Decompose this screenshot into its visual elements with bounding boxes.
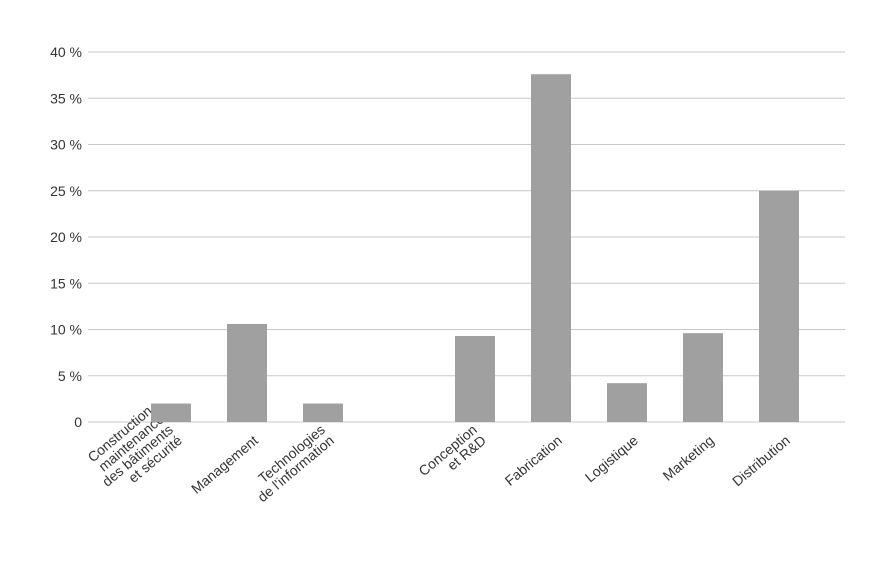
bar <box>227 323 267 422</box>
y-tick-label: 20 % <box>50 229 82 245</box>
y-tick-label: 5 % <box>58 368 82 384</box>
y-tick-label: 25 % <box>50 183 82 199</box>
y-tick-label: 30 % <box>50 137 82 153</box>
bar <box>531 74 571 422</box>
bar <box>607 383 647 422</box>
bar <box>303 403 343 422</box>
x-tick-label: Management <box>188 432 261 497</box>
x-tick-label-line: Distribution <box>729 432 793 489</box>
bar <box>759 190 799 422</box>
x-tick-label-line: Logistique <box>582 432 641 485</box>
y-tick-label: 15 % <box>50 275 82 291</box>
x-tick-label-line: Fabrication <box>502 432 565 489</box>
x-tick-label-line: Marketing <box>660 432 717 484</box>
y-tick-label: 40 % <box>50 44 82 60</box>
bar <box>455 335 495 422</box>
x-tick-label: Logistique <box>582 432 641 485</box>
bar <box>151 403 191 422</box>
x-tick-label: Distribution <box>729 432 793 489</box>
bar <box>683 333 723 422</box>
y-tick-label: 10 % <box>50 322 82 338</box>
x-tick-label: Fabrication <box>502 432 565 489</box>
x-tick-label: Marketing <box>660 432 717 484</box>
y-tick-label: 35 % <box>50 90 82 106</box>
x-tick-label-line: Management <box>188 432 261 497</box>
y-tick-label: 0 <box>74 414 82 430</box>
